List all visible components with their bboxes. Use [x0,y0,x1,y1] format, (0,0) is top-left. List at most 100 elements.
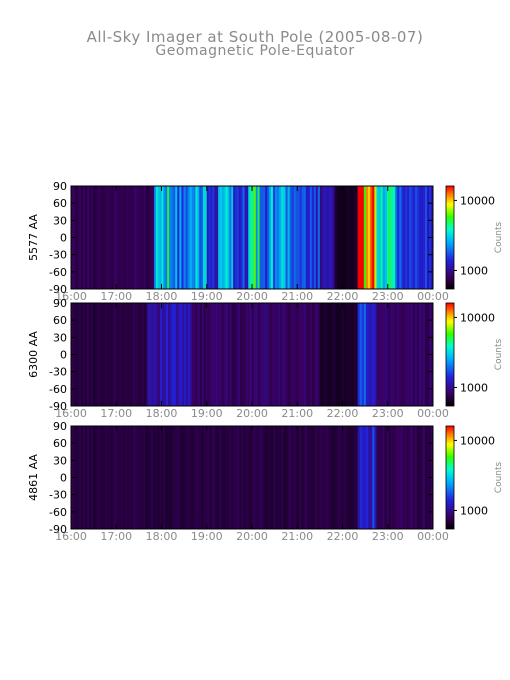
heat-band [384,426,387,529]
heat-band [233,303,237,406]
heat-band [295,186,299,289]
heat-band [209,303,213,406]
heat-band [74,303,78,406]
heat-band [277,303,281,406]
heat-band [103,186,106,289]
heat-band [161,426,164,529]
heat-band [114,303,118,406]
heat-band [261,426,264,529]
heat-band [161,186,164,289]
heat-band [295,303,299,406]
heat-band [153,426,156,529]
heat-band [201,426,204,529]
heat-band [315,426,318,529]
heat-band [245,303,249,406]
heat-band [309,186,313,289]
heat-band [168,303,171,406]
heat-band [327,186,330,289]
heat-band [212,186,215,289]
heat-band [303,186,307,289]
heat-band [413,186,416,289]
heat-band [145,426,148,529]
heat-band [349,303,353,406]
heat-band [90,303,94,406]
heat-band [382,426,385,529]
heat-band [189,426,192,529]
heat-band [265,303,269,406]
y-tick-label: -30 [49,489,67,502]
heat-band [221,186,225,289]
heat-band [231,303,235,406]
heat-band [129,426,132,529]
heat-band [339,303,343,406]
heat-band [91,186,94,289]
heat-band [213,426,216,529]
heat-band [140,303,143,406]
heat-band [77,426,80,529]
heat-band [175,186,178,289]
heat-band [351,186,354,289]
x-tick-label: 22:00 [327,530,359,543]
heat-band [301,186,305,289]
heat-band [384,186,388,289]
heat-band [183,186,186,289]
heat-band [353,303,356,406]
heat-band [205,426,208,529]
x-tick-label: 19:00 [191,530,223,543]
heat-band [353,426,356,529]
heat-band [247,303,251,406]
heat-band [96,303,100,406]
heat-band [402,426,406,529]
heat-band [273,426,276,529]
heat-band [359,303,363,406]
y-tick-label: 0 [60,349,67,362]
heat-band [391,186,394,289]
heat-band [165,186,168,289]
x-tick-label: 18:00 [146,530,178,543]
heat-band [189,186,193,289]
heat-band [253,426,256,529]
heat-band [319,186,323,289]
heat-band [240,186,243,289]
heat-band [370,186,373,289]
heat-band [368,426,371,529]
heat-band [159,426,162,529]
heat-band [149,186,153,289]
heat-band [185,426,188,529]
heat-band [152,303,155,406]
heat-band [323,303,327,406]
heat-band [75,426,78,529]
heat-band [285,186,289,289]
heat-band [376,426,379,529]
heat-band [279,303,283,406]
x-tick-label: 22:00 [327,407,359,420]
heat-band [153,186,157,289]
heat-band [422,426,426,529]
heat-band [125,186,129,289]
heat-band [163,186,166,289]
heat-band [249,303,253,406]
heat-band [341,186,344,289]
heat-band [404,426,408,529]
heat-band [167,186,170,289]
heat-band [229,426,232,529]
heat-band [386,186,390,289]
heat-band [257,426,260,529]
heat-band [185,186,188,289]
heat-band [419,186,422,289]
heat-band [146,303,149,406]
heat-band [412,303,416,406]
heat-band [407,186,410,289]
heat-band [297,426,300,529]
heat-band [382,303,385,406]
heat-band [305,426,308,529]
heat-band [365,186,369,289]
heat-band [215,426,218,529]
heat-band [137,186,141,289]
heat-band [163,426,166,529]
heat-band [297,303,301,406]
heat-band [214,186,217,289]
heat-band [219,186,223,289]
heat-band [422,303,426,406]
x-tick-label: 19:00 [191,407,223,420]
